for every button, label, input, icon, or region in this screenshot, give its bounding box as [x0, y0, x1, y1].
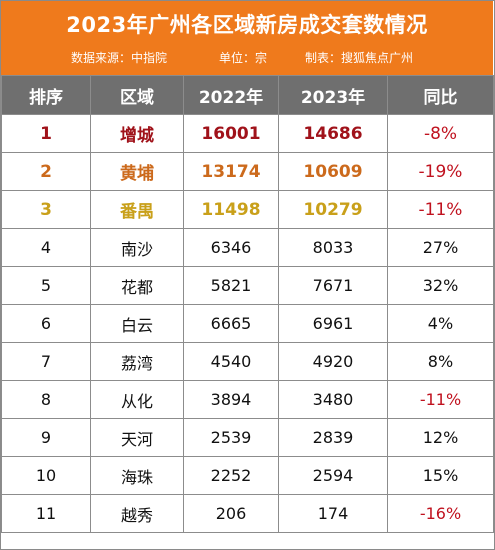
district-cell: 天河 [90, 418, 184, 457]
district-cell: 海珠 [90, 456, 184, 495]
district-cell: 黄埔 [90, 152, 184, 191]
maker-label: 制表：搜狐焦点广州 [305, 51, 414, 65]
column-header-district: 区域 [90, 75, 184, 115]
yoy-change-cell: 15% [387, 456, 494, 495]
sales-2022-cell: 2252 [183, 456, 279, 495]
rank-cell: 11 [1, 494, 91, 533]
table-row: 11 越秀 206 174 -16% [1, 494, 494, 533]
sales-table: 排序 区域 2022年 2023年 同比 1 增城 16001 14686 -8% 2 黄埔… [1, 75, 494, 533]
table-row: 7 荔湾 4540 4920 8% [1, 342, 494, 381]
sales-2022-cell: 5821 [183, 266, 279, 305]
sales-2022-cell: 2539 [183, 418, 279, 457]
district-cell: 番禺 [90, 190, 184, 229]
yoy-change-cell: 8% [387, 342, 494, 381]
table-title: 2023年广州各区域新房成交套数情况 [66, 13, 428, 37]
rank-cell: 8 [1, 380, 91, 419]
yoy-change-cell: 27% [387, 228, 494, 267]
rank-cell: 1 [1, 114, 91, 153]
yoy-change-cell: -11% [387, 190, 494, 229]
sales-2023-cell: 10279 [278, 190, 388, 229]
sales-2023-cell: 14686 [278, 114, 388, 153]
sales-2022-cell: 6346 [183, 228, 279, 267]
rank-cell: 4 [1, 228, 91, 267]
district-cell: 荔湾 [90, 342, 184, 381]
district-cell: 白云 [90, 304, 184, 343]
district-cell: 越秀 [90, 494, 184, 533]
district-cell: 南沙 [90, 228, 184, 267]
table-row: 8 从化 3894 3480 -11% [1, 380, 494, 419]
unit-label: 单位：宗 [219, 51, 268, 65]
rank-cell: 5 [1, 266, 91, 305]
table-row: 1 增城 16001 14686 -8% [1, 114, 494, 153]
data-source-label: 数据来源：中指院 [71, 51, 168, 65]
yoy-change-cell: -11% [387, 380, 494, 419]
district-cell: 从化 [90, 380, 184, 419]
sales-2022-cell: 4540 [183, 342, 279, 381]
yoy-change-cell: 4% [387, 304, 494, 343]
sales-2023-cell: 8033 [278, 228, 388, 267]
rank-cell: 7 [1, 342, 91, 381]
table-body: 1 增城 16001 14686 -8% 2 黄埔 13174 10609 -19% 3 番禺 1149… [1, 114, 494, 533]
sales-2023-cell: 7671 [278, 266, 388, 305]
rank-cell: 3 [1, 190, 91, 229]
district-cell: 增城 [90, 114, 184, 153]
table-row: 6 白云 6665 6961 4% [1, 304, 494, 343]
district-cell: 花都 [90, 266, 184, 305]
table-row: 5 花都 5821 7671 32% [1, 266, 494, 305]
sales-2022-cell: 206 [183, 494, 279, 533]
table-row: 9 天河 2539 2839 12% [1, 418, 494, 457]
column-header-2023: 2023年 [278, 75, 388, 115]
sales-2022-cell: 3894 [183, 380, 279, 419]
sales-2022-cell: 13174 [183, 152, 279, 191]
yoy-change-cell: 32% [387, 266, 494, 305]
sales-2023-cell: 10609 [278, 152, 388, 191]
sales-2022-cell: 6665 [183, 304, 279, 343]
column-header-2022: 2022年 [183, 75, 279, 115]
rank-cell: 10 [1, 456, 91, 495]
sales-2022-cell: 16001 [183, 114, 279, 153]
sales-2023-cell: 2839 [278, 418, 388, 457]
rank-cell: 2 [1, 152, 91, 191]
yoy-change-cell: -8% [387, 114, 494, 153]
table-row: 3 番禺 11498 10279 -11% [1, 190, 494, 229]
sales-2023-cell: 6961 [278, 304, 388, 343]
yoy-change-cell: 12% [387, 418, 494, 457]
sales-2022-cell: 11498 [183, 190, 279, 229]
column-header-change: 同比 [387, 75, 494, 115]
yoy-change-cell: -19% [387, 152, 494, 191]
sales-2023-cell: 4920 [278, 342, 388, 381]
table-row: 4 南沙 6346 8033 27% [1, 228, 494, 267]
rank-cell: 9 [1, 418, 91, 457]
yoy-change-cell: -16% [387, 494, 494, 533]
column-header-rank: 排序 [1, 75, 91, 115]
sales-2023-cell: 2594 [278, 456, 388, 495]
rank-cell: 6 [1, 304, 91, 343]
sales-2023-cell: 3480 [278, 380, 388, 419]
table-header-banner: 2023年广州各区域新房成交套数情况 数据来源：中指院 单位：宗 制表：搜狐焦点… [1, 1, 493, 75]
table-row: 2 黄埔 13174 10609 -19% [1, 152, 494, 191]
table-row: 10 海珠 2252 2594 15% [1, 456, 494, 495]
sales-2023-cell: 174 [278, 494, 388, 533]
column-header-row: 排序 区域 2022年 2023年 同比 [1, 75, 494, 115]
